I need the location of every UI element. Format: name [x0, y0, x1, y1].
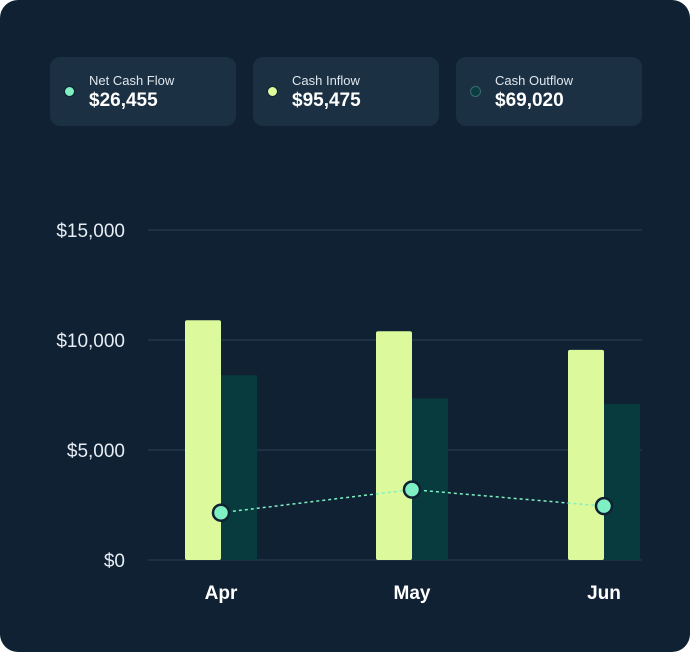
bar-cash-outflow[interactable]: [221, 375, 257, 560]
legend-label: Net Cash Flow: [89, 73, 175, 88]
net-cash-flow-line: [411, 488, 605, 507]
net-cash-flow-line: [220, 488, 413, 514]
y-tick-label: $15,000: [56, 221, 125, 242]
legend-value: $95,475: [292, 90, 361, 111]
bar-cash-outflow[interactable]: [604, 403, 640, 560]
cash-inflow-dot-icon: [267, 86, 278, 97]
legend-value: $26,455: [89, 90, 158, 111]
legend-net-cash-flow[interactable]: Net Cash Flow $26,455: [50, 57, 236, 126]
legend-cash-outflow[interactable]: Cash Outflow $69,020: [456, 57, 642, 126]
net-cash-flow-dot-icon: [64, 86, 75, 97]
net-cash-flow-point[interactable]: [211, 503, 231, 522]
x-tick-label: Jun: [587, 583, 621, 604]
net-cash-flow-point[interactable]: [402, 480, 422, 499]
bar-cash-inflow[interactable]: [376, 331, 412, 560]
y-tick-label: $10,000: [56, 331, 125, 352]
x-tick-label: May: [394, 583, 431, 604]
cash-outflow-dot-icon: [470, 86, 481, 97]
bar-cash-inflow[interactable]: [185, 320, 221, 560]
y-tick-label: $0: [104, 551, 125, 572]
legend-value: $69,020: [495, 90, 564, 111]
bar-cash-inflow[interactable]: [568, 349, 604, 560]
bar-cash-outflow[interactable]: [412, 398, 448, 560]
legend-cash-inflow[interactable]: Cash Inflow $95,475: [253, 57, 439, 126]
y-tick-label: $5,000: [67, 441, 125, 462]
net-cash-flow-point[interactable]: [594, 496, 614, 516]
legend-label: Cash Outflow: [495, 73, 574, 88]
legend-label: Cash Inflow: [292, 73, 360, 88]
x-tick-label: Apr: [205, 583, 238, 604]
